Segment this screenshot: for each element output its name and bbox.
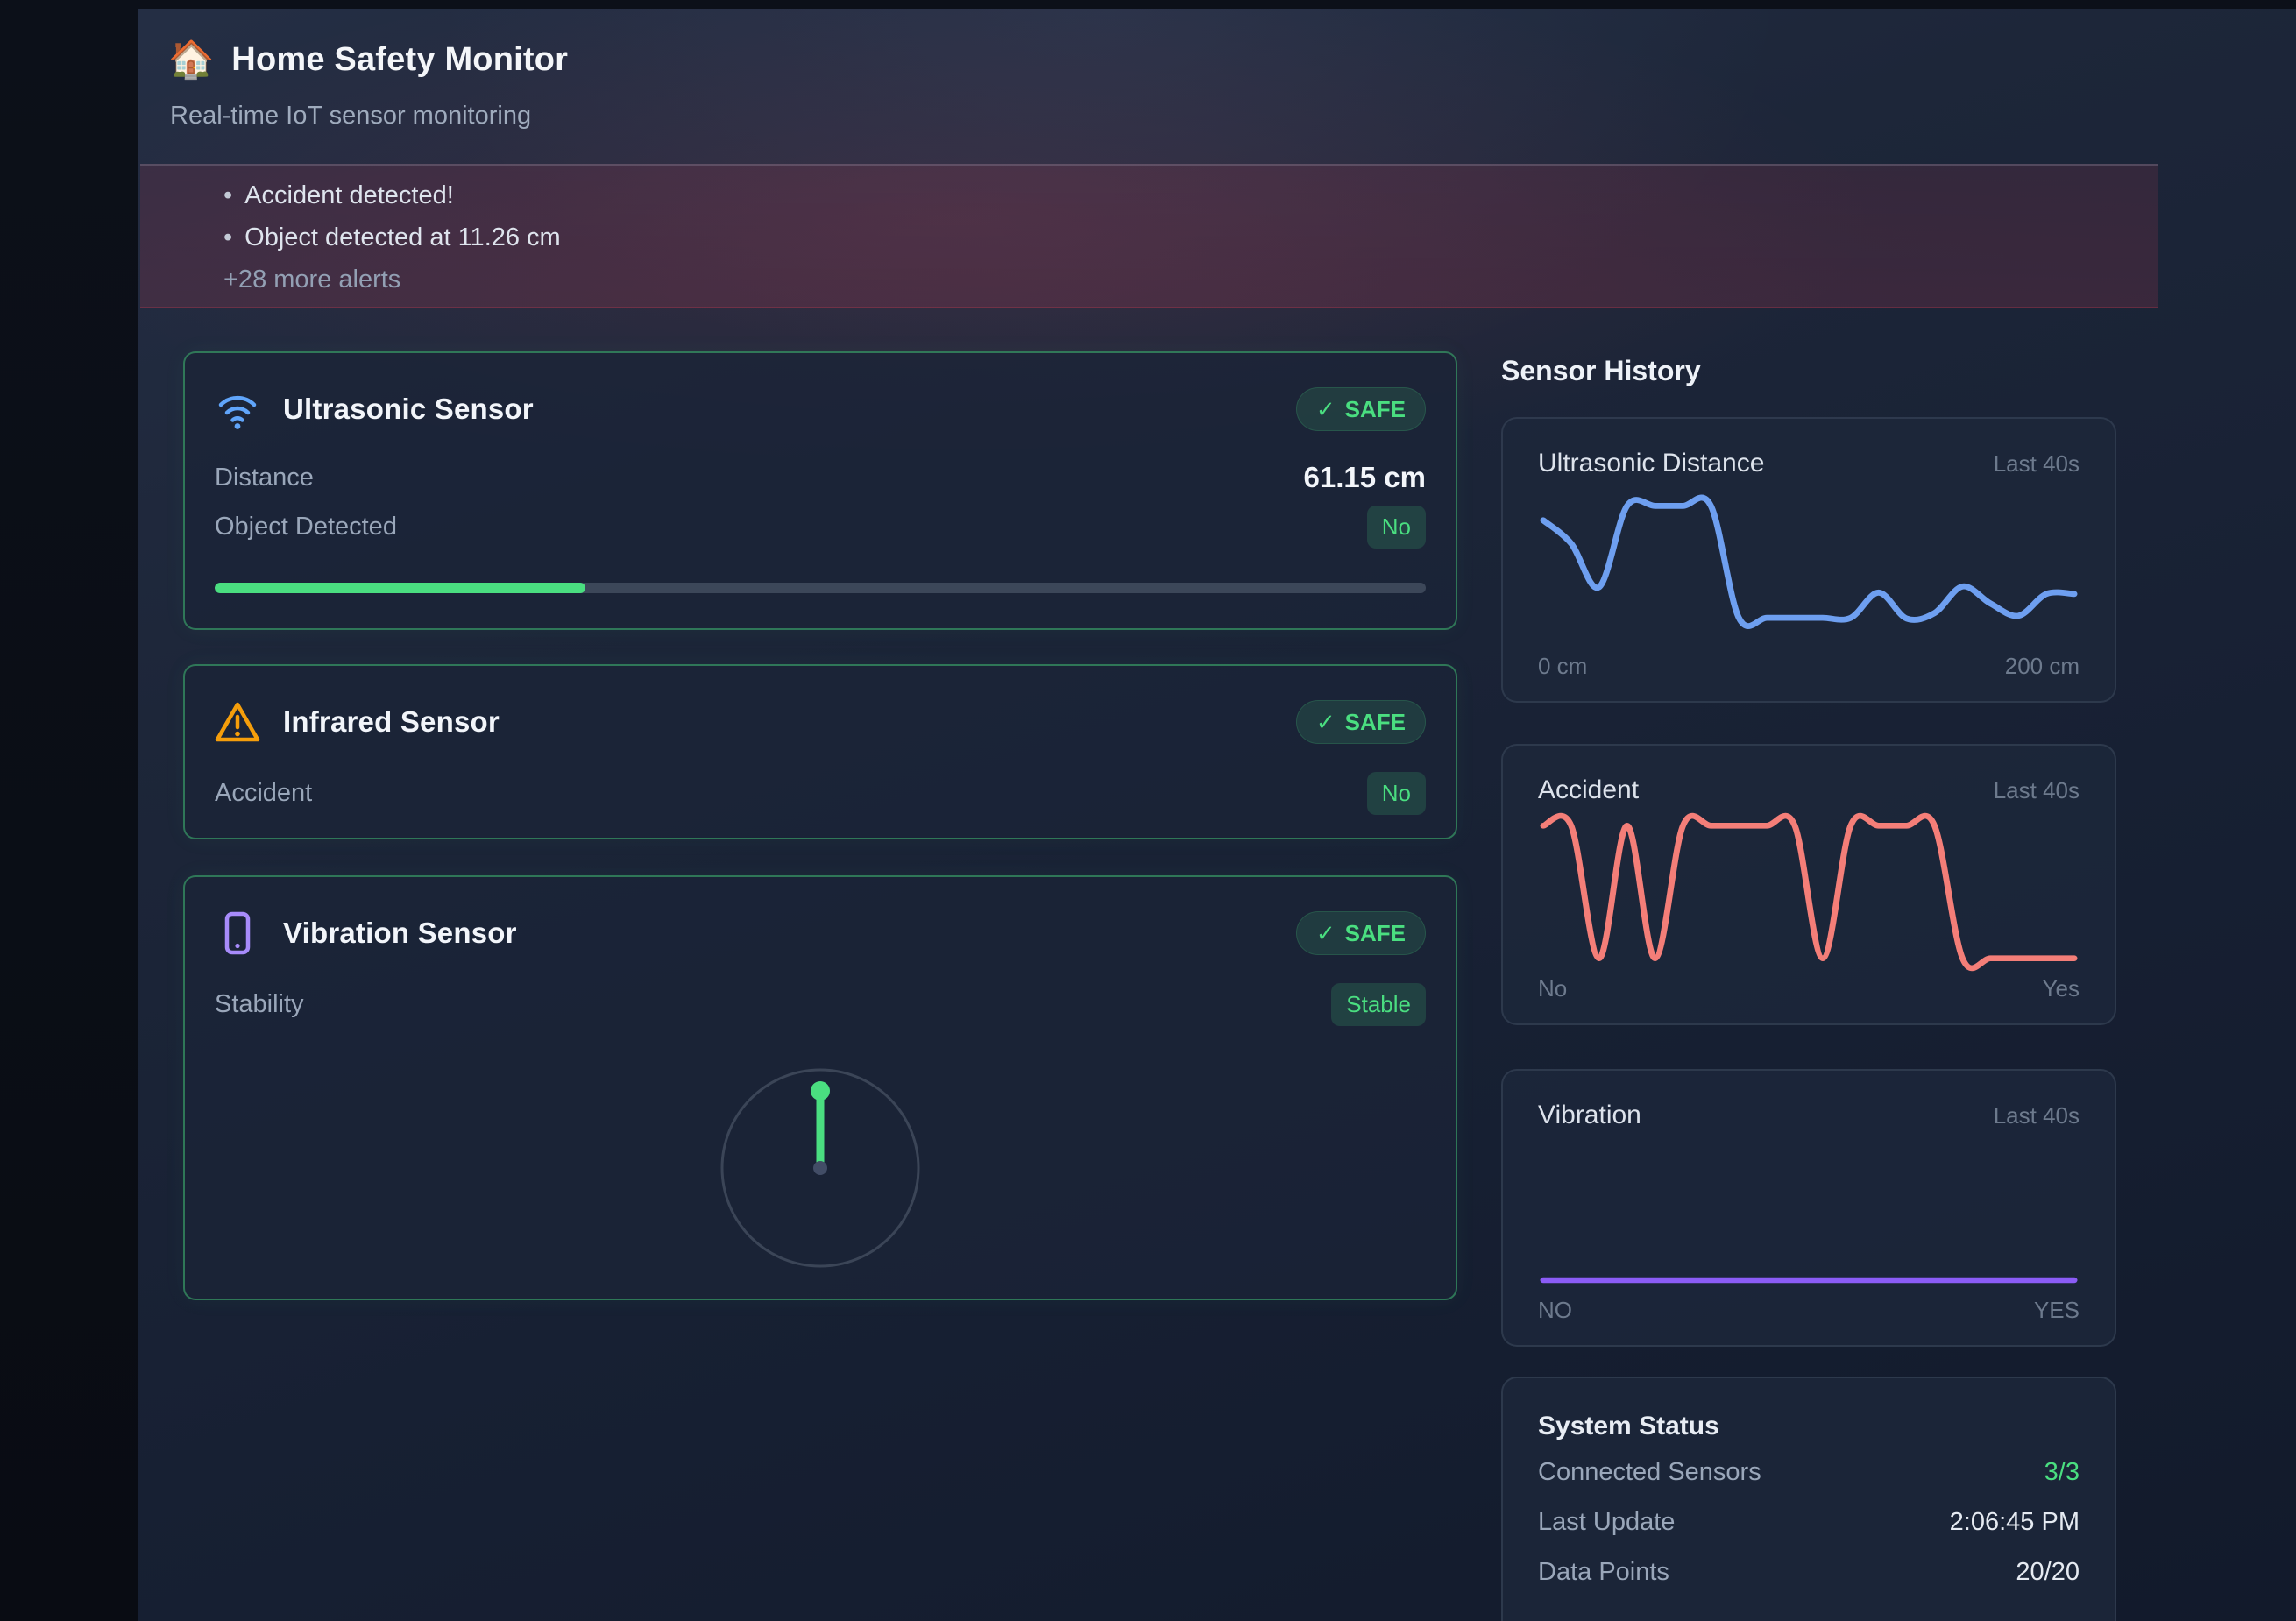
chart-min-label: 0 cm — [1538, 653, 1588, 679]
object-detected-row: Object Detected No — [215, 505, 1426, 549]
stability-row: Stability Stable — [215, 982, 1426, 1026]
page-subtitle: Real-time IoT sensor monitoring — [170, 102, 532, 130]
warning-triangle-icon — [215, 702, 260, 742]
gauge-needle-tip — [811, 1081, 830, 1101]
distance-label: Distance — [215, 463, 314, 492]
ultrasonic-history-card: Ultrasonic Distance Last 40s 0 cm 200 cm — [1501, 417, 2116, 703]
distance-value: 61.15 cm — [1303, 461, 1426, 493]
data-points-row: Data Points 20/20 — [1538, 1557, 2080, 1586]
stability-badge: Stable — [1331, 982, 1426, 1026]
check-icon: ✓ — [1315, 395, 1336, 422]
alert-banner: • Accident detected! • Object detected a… — [140, 164, 2158, 308]
vibration-chart — [1538, 1141, 2080, 1290]
accident-chart — [1538, 812, 2080, 972]
accident-history-card: Accident Last 40s No Yes — [1501, 744, 2116, 1025]
chart-max-label: YES — [2033, 1297, 2080, 1323]
chart-min-label: NO — [1538, 1297, 1572, 1323]
ultrasonic-distance-chart — [1538, 489, 2080, 646]
chart-title: Vibration — [1538, 1101, 1641, 1129]
bullet-icon: • — [223, 181, 233, 209]
connected-sensors-row: Connected Sensors 3/3 — [1538, 1457, 2080, 1486]
sensor-history-heading: Sensor History — [1501, 355, 1701, 386]
page-title: Home Safety Monitor — [231, 40, 569, 78]
sensor-card-title: Ultrasonic Sensor — [283, 393, 534, 425]
house-icon: 🏠 — [168, 39, 215, 80]
chart-title: Accident — [1538, 775, 1640, 804]
distance-progress-track — [215, 583, 1426, 593]
system-status-title: System Status — [1538, 1412, 1719, 1440]
accident-badge: No — [1366, 771, 1426, 815]
infrared-sensor-card: Infrared Sensor ✓ SAFE Accident No — [183, 664, 1457, 839]
sensor-card-title: Vibration Sensor — [283, 917, 517, 949]
check-icon: ✓ — [1315, 708, 1336, 735]
vibration-history-card: Vibration Last 40s NO YES — [1501, 1069, 2116, 1347]
check-icon: ✓ — [1315, 919, 1336, 946]
alert-text: Object detected at 11.26 cm — [244, 223, 561, 251]
system-status-card: System Status Connected Sensors 3/3 Last… — [1501, 1377, 2116, 1621]
chart-range-label: Last 40s — [1993, 776, 2080, 803]
chart-range-label: Last 40s — [1993, 449, 2080, 477]
alert-text: Accident detected! — [244, 181, 454, 209]
vibration-sensor-card: Vibration Sensor ✓ SAFE Stability Stable — [183, 875, 1457, 1300]
sensor-card-title: Infrared Sensor — [283, 705, 500, 738]
object-detected-label: Object Detected — [215, 512, 397, 541]
connected-sensors-value: 3/3 — [2044, 1457, 2080, 1486]
bullet-icon: • — [223, 223, 233, 251]
status-badge: ✓ SAFE — [1295, 387, 1426, 431]
ultrasonic-sensor-card: Ultrasonic Sensor ✓ SAFE Distance 61.15 … — [183, 351, 1457, 630]
app-header: 🏠 Home Safety Monitor Real-time IoT sens… — [168, 32, 568, 131]
gauge-center-dot — [813, 1161, 827, 1175]
last-update-row: Last Update 2:06:45 PM — [1538, 1507, 2080, 1536]
distance-progress-fill — [215, 583, 585, 593]
smartphone-icon — [224, 911, 251, 955]
app-root: 🏠 Home Safety Monitor Real-time IoT sens… — [138, 9, 2296, 1621]
chart-title: Ultrasonic Distance — [1538, 449, 1765, 478]
distance-row: Distance 61.15 cm — [215, 458, 1426, 497]
data-points-value: 20/20 — [2016, 1557, 2080, 1586]
last-update-value: 2:06:45 PM — [1949, 1507, 2080, 1536]
alert-item: • Object detected at 11.26 cm — [223, 216, 2158, 258]
accident-row: Accident No — [215, 771, 1426, 815]
object-detected-badge: No — [1366, 505, 1426, 549]
chart-min-label: No — [1538, 975, 1568, 1002]
more-alerts-label: +28 more alerts — [223, 265, 401, 294]
alert-item: • Accident detected! — [223, 174, 2158, 216]
stability-gauge — [720, 1068, 920, 1268]
accident-label: Accident — [215, 778, 313, 807]
chart-max-label: Yes — [2042, 975, 2080, 1002]
chart-range-label: Last 40s — [1993, 1101, 2080, 1129]
stability-label: Stability — [215, 989, 304, 1018]
status-badge: ✓ SAFE — [1295, 911, 1426, 955]
chart-max-label: 200 cm — [2004, 653, 2080, 679]
status-badge: ✓ SAFE — [1295, 700, 1426, 744]
wifi-icon — [218, 395, 257, 429]
